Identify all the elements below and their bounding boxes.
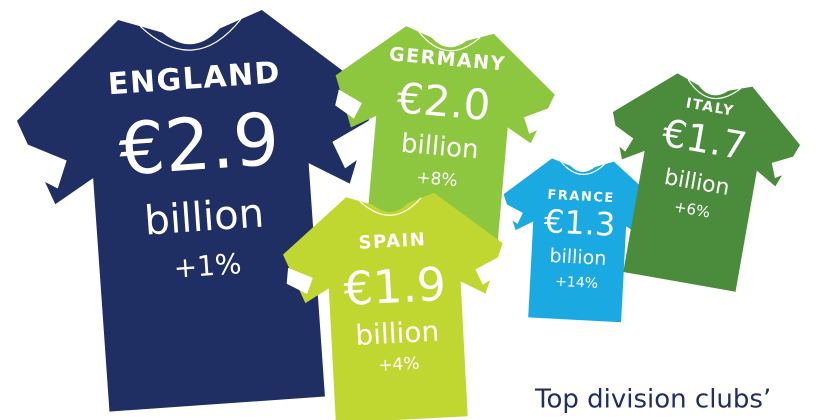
shirt-body <box>16 9 377 412</box>
collar <box>561 162 605 175</box>
shirt-change: +8% <box>416 168 459 192</box>
shirt-body <box>282 192 503 420</box>
cuff-right <box>332 119 377 169</box>
shirt-change: +14% <box>555 274 599 292</box>
shirt-country: SPAIN <box>358 229 427 254</box>
cuff-left <box>286 267 313 294</box>
cuff-left <box>24 143 67 189</box>
shirt-shape <box>16 9 377 412</box>
shirt-body <box>335 26 555 265</box>
shirt-shape <box>610 73 801 292</box>
shirt-shape <box>282 192 503 420</box>
collar <box>359 198 421 217</box>
shirt-country: FRANCE <box>547 188 615 206</box>
shirt-amount: €1.3 <box>543 202 616 244</box>
shirt-change: +4% <box>378 354 420 376</box>
shirt-body <box>503 158 659 323</box>
cuff-left <box>504 204 523 224</box>
cuff-left <box>610 124 634 152</box>
caption: Top division clubs’ <box>534 385 771 415</box>
cuff-right <box>524 107 550 134</box>
shirt-shape <box>335 26 555 265</box>
shirt-unit: billion <box>143 190 266 244</box>
cuff-right <box>771 156 795 178</box>
shirt-amount: €2.9 <box>116 97 282 192</box>
cuff-right <box>475 256 503 285</box>
shirt-amount: €2.0 <box>395 73 492 130</box>
shirt-unit: billion <box>355 315 440 352</box>
shirt-amount: €1.9 <box>342 257 447 316</box>
shirt-body <box>612 73 801 292</box>
shirt-unit: billion <box>549 245 607 270</box>
shirt-unit: billion <box>400 129 480 166</box>
cuff-left <box>335 89 362 119</box>
collar <box>140 19 242 53</box>
collar <box>418 32 481 53</box>
shirt-change: +1% <box>173 247 243 285</box>
collar <box>686 79 741 102</box>
